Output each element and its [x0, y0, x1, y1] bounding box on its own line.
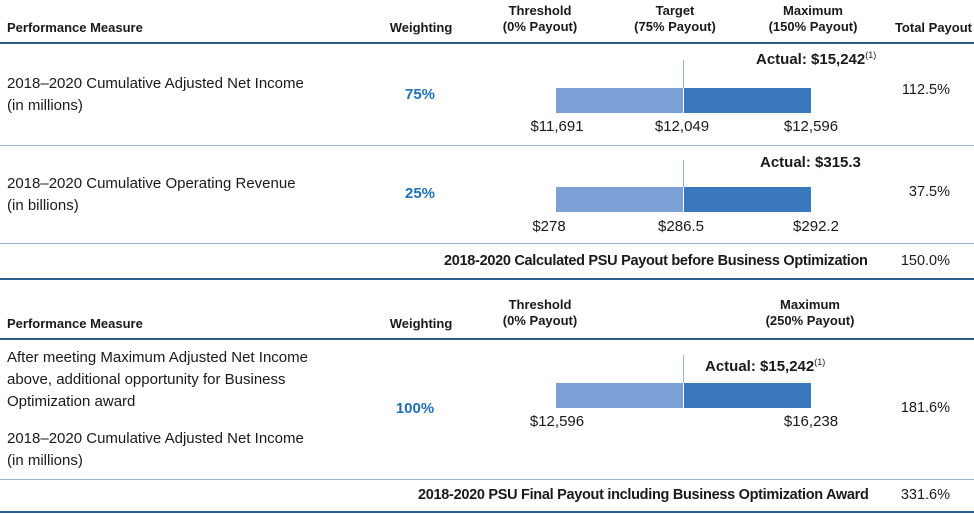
- t2-row-bar-threshold: [556, 383, 683, 408]
- t1-header-threshold: Threshold (0% Payout): [502, 3, 578, 34]
- t1-row1-weighting: 75%: [404, 86, 436, 103]
- t2-row-actual-line: [683, 355, 684, 383]
- t1-row1-tick-maximum: $12,596: [783, 118, 839, 135]
- t1-row2-tick-threshold: $278: [532, 218, 566, 235]
- t2-header-threshold: Threshold (0% Payout): [502, 297, 578, 328]
- t1-header-total: Total Payout: [894, 20, 972, 35]
- t2-row-measure-detail: 2018–2020 Cumulative Adjusted Net Income…: [7, 430, 304, 469]
- t2-header-rule: [0, 338, 974, 340]
- t1-bottom-rule: [0, 278, 974, 280]
- t1-row2-bar-threshold-target: [556, 187, 683, 212]
- t2-row-measure: After meeting Maximum Adjusted Net Incom…: [7, 349, 308, 410]
- t2-bottom-rule: [0, 511, 974, 513]
- t1-row1-actual: Actual: $15,242(1): [756, 50, 877, 68]
- t2-row-weighting: 100%: [395, 400, 435, 417]
- t1-row2-weighting: 25%: [404, 185, 436, 202]
- t2-summary-label: 2018-2020 PSU Final Payout including Bus…: [418, 487, 869, 503]
- t1-header-target: Target (75% Payout): [634, 3, 716, 34]
- t1-header-rule: [0, 42, 974, 44]
- t2-summary-value: 331.6%: [900, 487, 950, 503]
- t1-row1-bar-threshold-target: [556, 88, 683, 113]
- t1-row2-target-line: [683, 160, 684, 187]
- t1-row1-payout: 112.5%: [901, 82, 950, 98]
- t2-summary-divider: [0, 479, 974, 480]
- t1-row2-payout: 37.5%: [908, 184, 950, 200]
- t2-header-measure: Performance Measure: [7, 316, 143, 331]
- t1-header-maximum: Maximum (150% Payout): [768, 3, 858, 34]
- t1-row2-measure: 2018–2020 Cumulative Operating Revenue (i…: [7, 175, 296, 214]
- t1-header-measure: Performance Measure: [7, 20, 143, 35]
- t1-row1-target-line: [683, 60, 684, 88]
- t1-row-divider: [0, 145, 974, 146]
- t1-row1-bar-target-maximum: [684, 88, 811, 113]
- t2-row-actual: Actual: $15,242(1): [705, 357, 826, 375]
- t1-row2-bar-target-maximum: [684, 187, 811, 212]
- t2-header-weighting: Weighting: [389, 316, 453, 331]
- t1-row2-tick-maximum: $292.2: [793, 218, 839, 235]
- t1-row2-tick-target: $286.5: [658, 218, 704, 235]
- t2-row-tick-threshold: $12,596: [529, 413, 585, 430]
- t2-row-bar-maximum: [684, 383, 811, 408]
- t1-header-weighting: Weighting: [389, 20, 453, 35]
- t1-row1-tick-target: $12,049: [654, 118, 710, 135]
- t1-row1-tick-threshold: $11,691: [530, 118, 584, 135]
- t2-row-tick-maximum: $16,238: [783, 413, 839, 430]
- t2-row-payout: 181.6%: [900, 400, 950, 416]
- t1-row2-actual: Actual: $315.3: [760, 154, 861, 171]
- t1-summary-divider: [0, 243, 974, 244]
- t1-row1-measure: 2018–2020 Cumulative Adjusted Net Income…: [7, 75, 304, 114]
- t1-summary-value: 150.0%: [900, 253, 950, 269]
- t1-summary-label: 2018-2020 Calculated PSU Payout before B…: [444, 253, 868, 269]
- t2-header-maximum: Maximum (250% Payout): [765, 297, 855, 328]
